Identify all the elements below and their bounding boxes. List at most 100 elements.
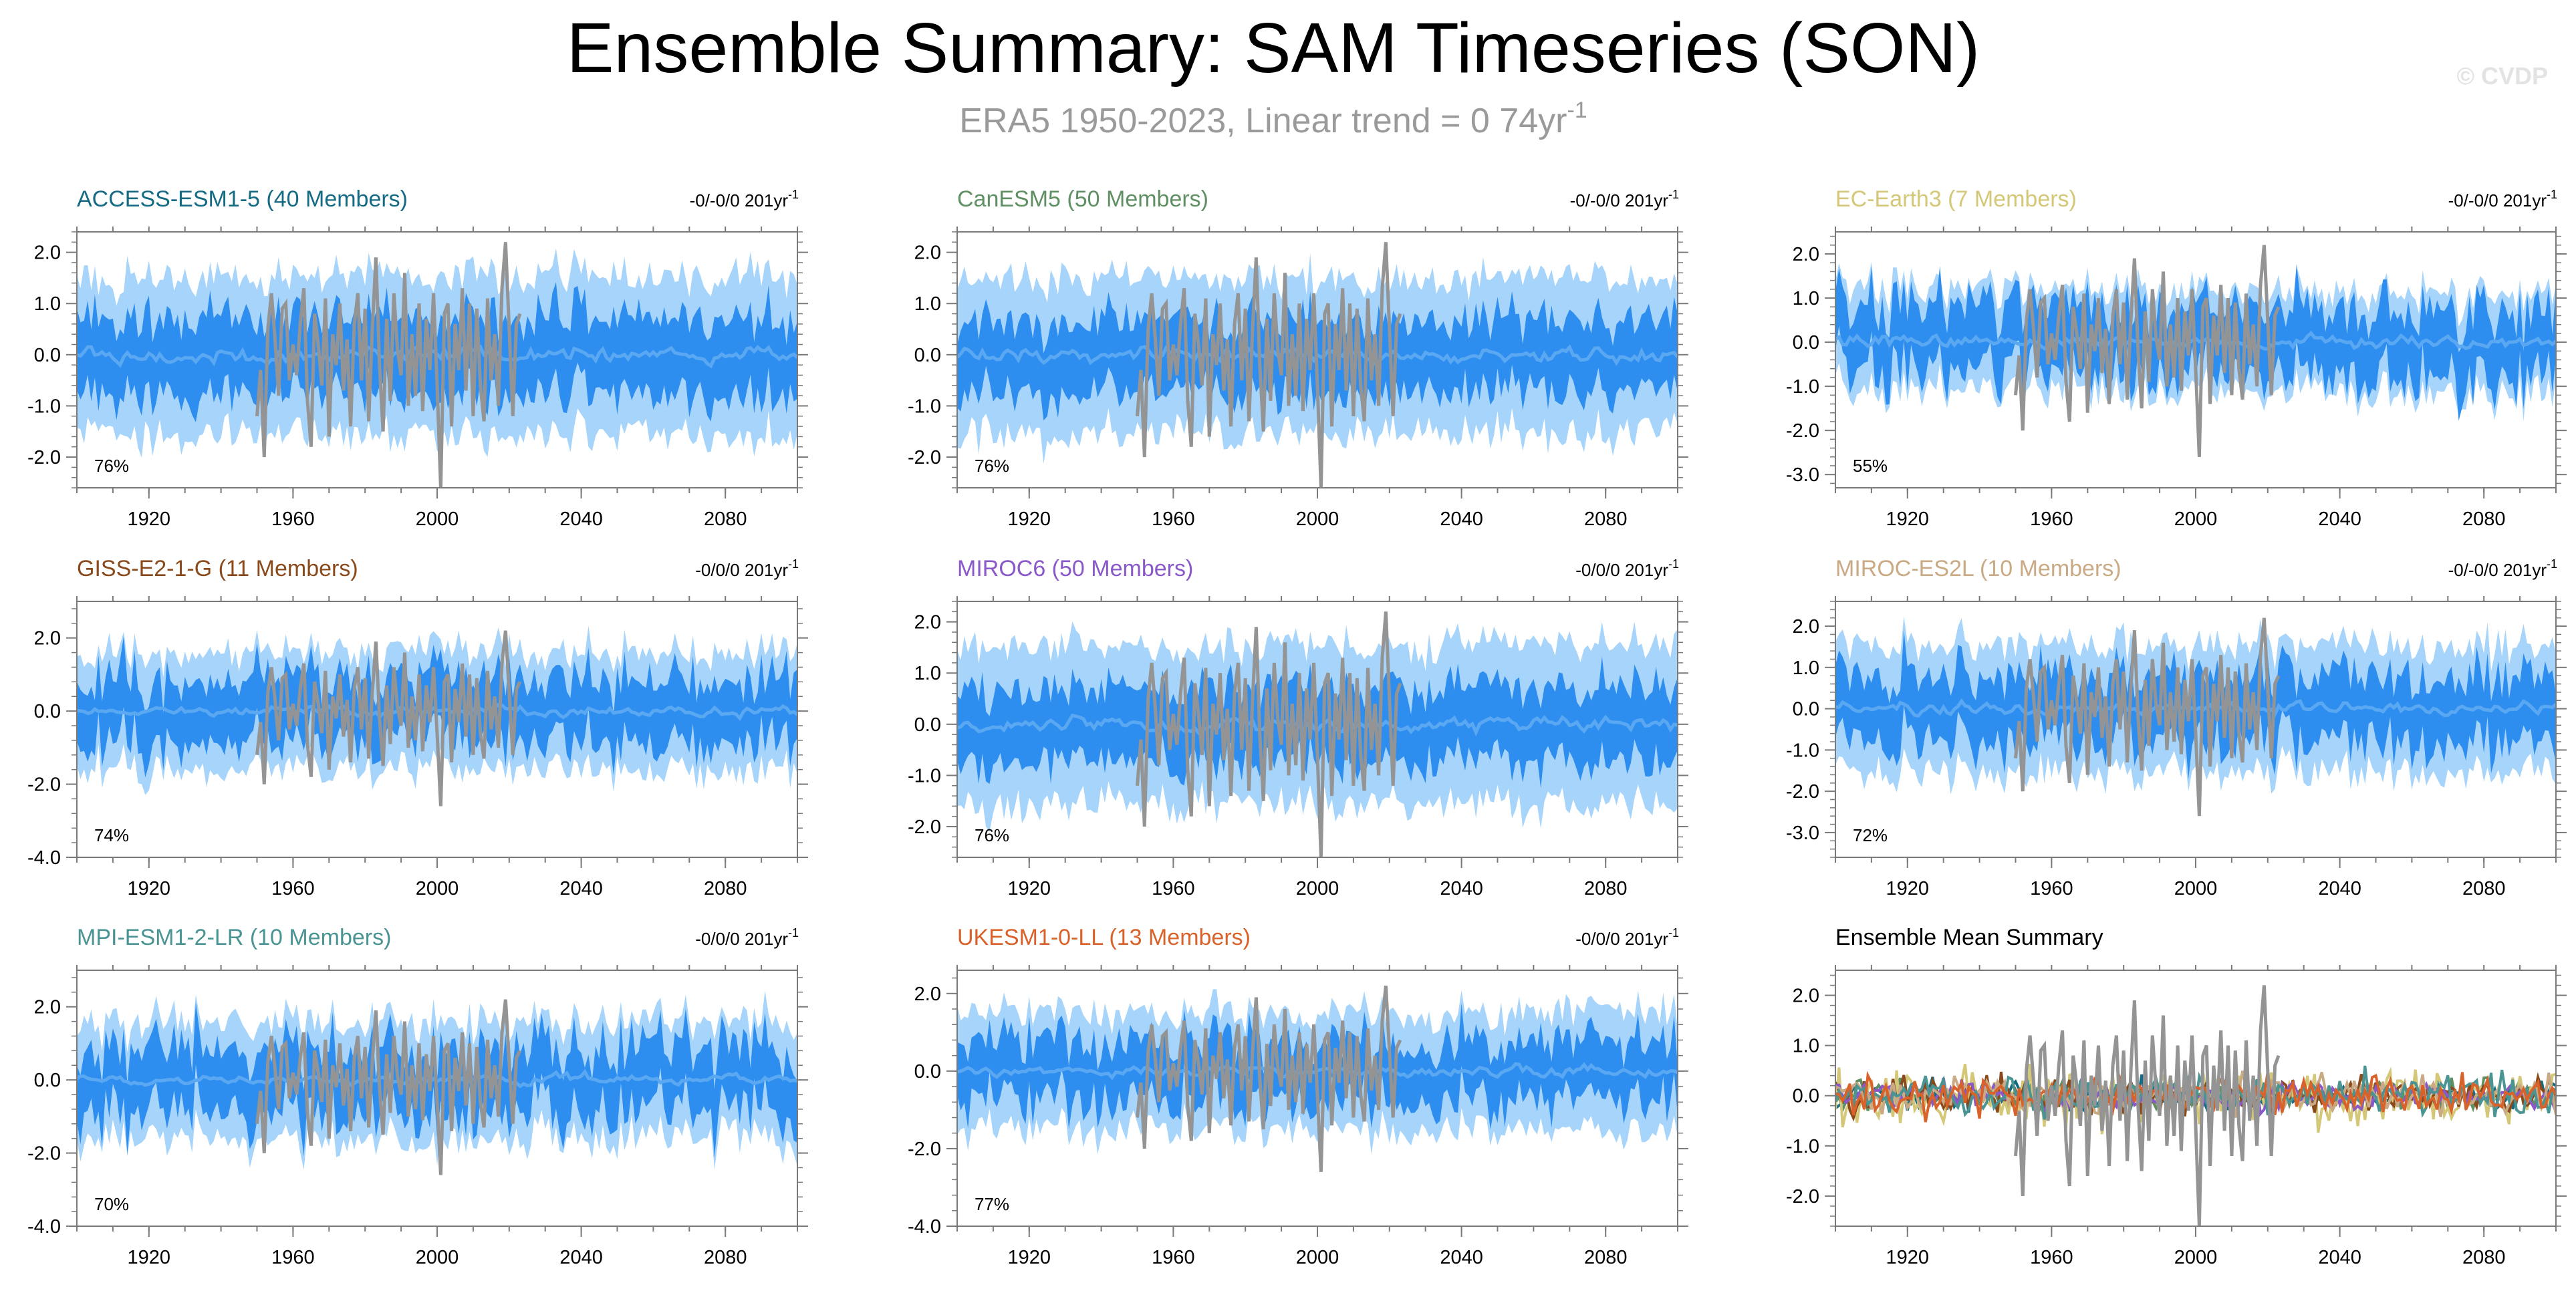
y-tick-label: 2.0	[914, 612, 941, 633]
plot-area	[957, 611, 1678, 857]
panel-trend-label: -0/0/0 201yr-1	[695, 557, 799, 580]
x-tick-label: 2000	[416, 878, 459, 899]
observations-line	[255, 242, 522, 488]
y-tick-label: -4.0	[27, 1216, 61, 1238]
pct-label: 76%	[94, 456, 129, 476]
y-tick-label: 1.0	[914, 663, 941, 684]
x-tick-label: 2080	[1584, 509, 1628, 530]
y-tick-label: 0.0	[1793, 332, 1819, 353]
x-tick-label: 2000	[2174, 509, 2218, 530]
pct-label: 77%	[975, 1194, 1009, 1214]
pct-label: 74%	[94, 825, 129, 845]
y-tick-label: -2.0	[27, 1143, 61, 1165]
x-tick-label: 1960	[1152, 878, 1195, 899]
panel-trend-label: -0/0/0 201yr-1	[1575, 557, 1679, 580]
x-tick-label: 2080	[704, 878, 747, 899]
x-tick-label: 1960	[271, 509, 315, 530]
panel-trend-label: -0/-0/0 201yr-1	[690, 188, 799, 210]
y-tick-label: 1.0	[1793, 288, 1819, 309]
x-tick-label: 2080	[1584, 1247, 1628, 1268]
y-tick-label: 2.0	[1793, 986, 1819, 1007]
observations-line	[2014, 617, 2281, 817]
y-tick-label: 1.0	[34, 293, 61, 315]
y-tick-label: -1.0	[27, 396, 61, 417]
y-tick-label: 0.0	[34, 1070, 61, 1091]
panel-title: MIROC6 (50 Members)	[957, 556, 1193, 581]
y-tick-label: -3.0	[1786, 823, 1819, 844]
observations-line	[2014, 245, 2281, 457]
pct-label: 72%	[1853, 825, 1888, 845]
x-tick-label: 2080	[2462, 509, 2506, 530]
x-tick-label: 1920	[1886, 878, 1930, 899]
panel-title: GISS-E2-1-G (11 Members)	[77, 556, 358, 581]
y-tick-label: -4.0	[27, 847, 61, 869]
figure-subtitle-text: ERA5 1950-2023, Linear trend = 0 74yr	[959, 102, 1567, 140]
y-tick-label: -2.0	[1786, 781, 1819, 803]
panel-miroc-es2l: MIROC-ES2L (10 Members) -0/-0/0 201yr-1 19…	[1786, 556, 2567, 899]
y-tick-label: -2.0	[27, 774, 61, 796]
panel-trend-label: -0/-0/0 201yr-1	[1570, 188, 1679, 210]
y-tick-label: 0.0	[1793, 699, 1819, 720]
observations-line	[1136, 985, 1402, 1172]
plot-area	[957, 242, 1678, 488]
y-tick-label: 1.0	[1793, 1036, 1819, 1057]
y-tick-label: -2.0	[1786, 420, 1819, 442]
x-tick-label: 2000	[416, 509, 459, 530]
panel-ensemble-mean-summary: Ensemble Mean Summary 1920 1960 2000 2040 208…	[1786, 925, 2567, 1268]
x-tick-label: 2000	[2174, 1247, 2218, 1268]
panel-title: EC-Earth3 (7 Members)	[1835, 186, 2077, 212]
y-tick-label: 0.0	[914, 714, 941, 736]
panel-canesm5: CanESM5 (50 Members) -0/-0/0 201yr-1 1920 1…	[908, 186, 1688, 530]
y-tick-label: -3.0	[1786, 464, 1819, 486]
y-tick-label: -2.0	[908, 817, 941, 838]
y-tick-label: 0.0	[1793, 1086, 1819, 1107]
x-tick-label: 1960	[271, 878, 315, 899]
panel-trend-label: -0/-0/0 201yr-1	[2448, 188, 2557, 210]
panel-title: CanESM5 (50 Members)	[957, 186, 1208, 212]
plot-area	[77, 625, 797, 807]
pct-label: 55%	[1853, 456, 1888, 476]
x-tick-label: 2000	[2174, 878, 2218, 899]
y-tick-label: -1.0	[908, 765, 941, 786]
pct-label: 70%	[94, 1194, 129, 1214]
x-tick-label: 1920	[1008, 878, 1051, 899]
x-tick-label: 1960	[2030, 878, 2073, 899]
x-tick-label: 2080	[2462, 878, 2506, 899]
panel-miroc6: MIROC6 (50 Members) -0/0/0 201yr-1 1920 196…	[908, 556, 1688, 899]
y-tick-label: -1.0	[1786, 376, 1819, 398]
plot-area	[1835, 616, 2556, 817]
y-tick-label: 0.0	[34, 345, 61, 366]
y-tick-label: 0.0	[914, 1061, 941, 1083]
x-tick-label: 2040	[1440, 509, 1483, 530]
panel-mpi-esm1-2-lr: MPI-ESM1-2-LR (10 Members) -0/0/0 201yr-1…	[27, 925, 808, 1268]
y-tick-label: 2.0	[34, 628, 61, 650]
x-tick-label: 1920	[128, 509, 171, 530]
y-tick-label: 0.0	[914, 345, 941, 366]
x-tick-label: 1960	[2030, 509, 2073, 530]
figure-subtitle: ERA5 1950-2023, Linear trend = 0 74yr-1	[959, 98, 1587, 140]
x-tick-label: 2040	[2318, 509, 2361, 530]
figure-title: Ensemble Summary: SAM Timeseries (SON)	[567, 9, 1980, 88]
y-tick-label: 2.0	[914, 243, 941, 264]
x-tick-label: 2080	[1584, 878, 1628, 899]
panel-title: Ensemble Mean Summary	[1835, 925, 2103, 950]
x-tick-label: 1920	[1886, 1247, 1930, 1268]
plot-area	[1835, 985, 2556, 1226]
pct-label: 76%	[975, 825, 1009, 845]
x-tick-label: 2000	[1296, 509, 1339, 530]
y-tick-label: 1.0	[914, 293, 941, 315]
panel-grid: ACCESS-ESM1-5 (40 Members) -0/-0/0 201yr-…	[27, 186, 2567, 1268]
x-tick-label: 2080	[704, 509, 747, 530]
panel-trend-label: -0/0/0 201yr-1	[1575, 926, 1679, 949]
y-tick-label: -4.0	[908, 1216, 941, 1238]
x-tick-label: 1920	[1008, 1247, 1051, 1268]
x-tick-label: 2000	[1296, 878, 1339, 899]
plot-area	[1835, 245, 2556, 457]
y-tick-label: 0.0	[34, 701, 61, 722]
x-tick-label: 1960	[271, 1247, 315, 1268]
panel-trend-label: -0/-0/0 201yr-1	[2448, 557, 2557, 580]
plot-area	[957, 985, 1678, 1172]
x-tick-label: 1960	[1152, 509, 1195, 530]
plot-area	[77, 990, 797, 1175]
